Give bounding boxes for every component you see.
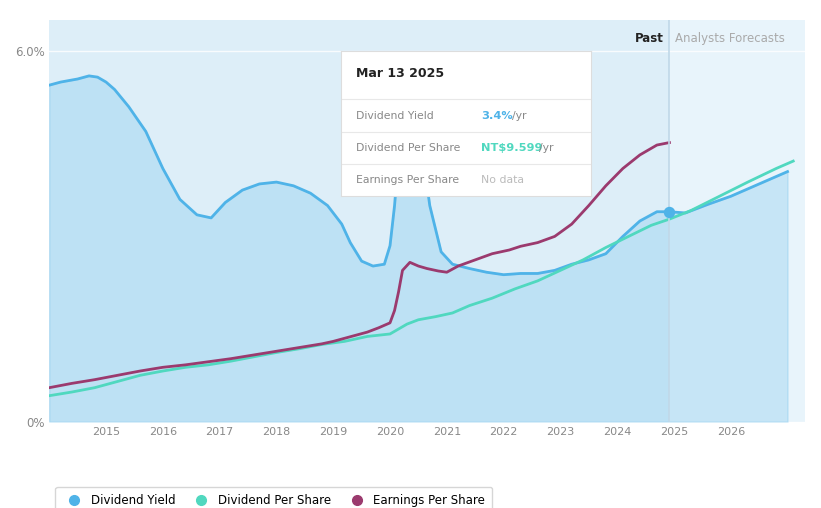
Text: Dividend Yield: Dividend Yield	[355, 111, 433, 121]
Text: /yr: /yr	[539, 143, 553, 153]
Text: Mar 13 2025: Mar 13 2025	[355, 68, 444, 80]
Legend: Dividend Yield, Dividend Per Share, Earnings Per Share: Dividend Yield, Dividend Per Share, Earn…	[55, 487, 493, 508]
Text: NT$9.599: NT$9.599	[481, 143, 543, 153]
Text: 3.4%: 3.4%	[481, 111, 512, 121]
Text: Earnings Per Share: Earnings Per Share	[355, 175, 459, 184]
Point	[663, 208, 676, 216]
Text: No data: No data	[481, 175, 524, 184]
Text: /yr: /yr	[511, 111, 526, 121]
Text: Past: Past	[635, 33, 663, 45]
Text: Dividend Per Share: Dividend Per Share	[355, 143, 460, 153]
Bar	[669, 20, 805, 422]
Text: Analysts Forecasts: Analysts Forecasts	[676, 33, 786, 45]
